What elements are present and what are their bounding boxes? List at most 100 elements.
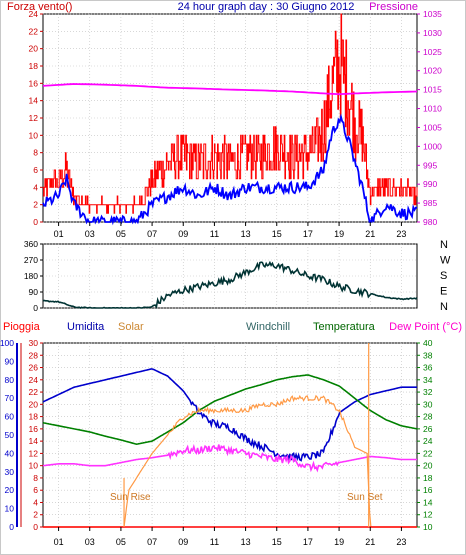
wind-speed-line — [43, 13, 418, 214]
humidity-tick-label: 0 — [9, 522, 14, 532]
rain-tick-label: 28 — [29, 350, 39, 360]
x-tick-label: 09 — [178, 229, 188, 239]
wind-tick-label: 14 — [29, 96, 39, 106]
pressure-tick-label: 1025 — [423, 47, 442, 57]
chart-title: 24 hour graph day : 30 Giugno 2012 — [178, 1, 355, 13]
temperature-tick-label: 40 — [423, 338, 433, 348]
temperature-tick-label: 24 — [423, 436, 433, 446]
temperature-tick-label: 10 — [423, 522, 433, 532]
direction-series — [42, 260, 418, 309]
sunset-annotation: Sun Set — [347, 492, 383, 503]
x-tick-label: 11 — [210, 537, 219, 547]
pressure-tick-label: 1000 — [423, 141, 442, 151]
rain-tick-label: 10 — [29, 461, 39, 471]
top-x-ticks: 01 03 05 07 09 11 13 15 17 19 21 23 — [54, 222, 406, 239]
wind-axis-label: Forza vento() — [7, 1, 72, 13]
pressure-tick-label: 1005 — [423, 122, 442, 132]
temperatura-line — [42, 374, 418, 446]
humidity-legend-label: Umidita — [67, 321, 105, 333]
wind-tick-label: 4 — [33, 182, 38, 192]
x-tick-label: 11 — [210, 229, 219, 239]
direction-grid — [43, 243, 417, 309]
pressure-axis-label: Pressione — [369, 1, 418, 13]
temperature-legend-label: Temperatura — [313, 321, 376, 333]
top-series — [42, 13, 418, 226]
pressure-tick-label: 990 — [423, 179, 437, 189]
x-tick-label: 09 — [178, 537, 188, 547]
x-tick-label: 15 — [272, 229, 282, 239]
humidity-tick-label: 90 — [5, 356, 15, 366]
direction-tick-label: 90 — [29, 287, 39, 297]
x-tick-label: 23 — [396, 229, 406, 239]
x-tick-label: 03 — [85, 229, 95, 239]
bottom-plot: 0102030405060708090100024681012141618202… — [0, 338, 433, 547]
rain-tick-label: 6 — [33, 485, 38, 495]
bottom-x-ticks: 01 03 05 07 09 11 13 15 17 19 21 23 — [54, 527, 406, 547]
temperature-tick-label: 18 — [423, 473, 433, 483]
umidita-line — [42, 368, 417, 463]
temperature-tick-label: 28 — [423, 412, 433, 422]
x-tick-label: 07 — [147, 229, 157, 239]
direction-tick-label: 0 — [33, 303, 38, 313]
bottom-series — [42, 343, 418, 528]
wind-tick-label: 0 — [33, 217, 38, 227]
pressure-tick-label: 1035 — [423, 9, 442, 19]
pressure-tick-label: 1020 — [423, 66, 442, 76]
compass-label: S — [440, 270, 447, 282]
humidity-tick-label: 20 — [5, 485, 15, 495]
direction-tick-label: 180 — [24, 271, 38, 281]
rain-tick-label: 20 — [29, 399, 39, 409]
dewpoint-legend-label: Dew Point (°C) — [389, 321, 462, 333]
humidity-tick-label: 100 — [0, 338, 14, 348]
x-tick-label: 13 — [241, 537, 251, 547]
temperature-tick-label: 30 — [423, 399, 433, 409]
rain-tick-label: 4 — [33, 497, 38, 507]
compass-label: E — [440, 286, 447, 298]
wind-tick-label: 18 — [29, 61, 39, 71]
x-tick-label: 01 — [54, 537, 64, 547]
rain-tick-label: 22 — [29, 387, 39, 397]
pressure-line — [42, 83, 418, 96]
wind-tick-label: 10 — [29, 130, 39, 140]
windchill-legend-label: Windchill — [246, 321, 290, 333]
wind-tick-label: 22 — [29, 26, 39, 36]
temperature-tick-label: 22 — [423, 448, 433, 458]
wind-tick-label: 24 — [29, 9, 39, 19]
x-tick-label: 19 — [334, 537, 344, 547]
rain-tick-label: 30 — [29, 338, 39, 348]
pressure-tick-label: 985 — [423, 198, 437, 208]
bottom-header: Pioggia Umidita Solar Windchill Temperat… — [3, 321, 462, 333]
rain-tick-label: 14 — [29, 436, 39, 446]
rain-tick-label: 0 — [33, 522, 38, 532]
compass-label: N — [440, 239, 448, 251]
dew-point-line — [42, 443, 417, 473]
humidity-tick-label: 10 — [5, 504, 15, 514]
wind-tick-label: 6 — [33, 165, 38, 175]
x-tick-label: 13 — [241, 229, 251, 239]
rain-tick-label: 26 — [29, 363, 39, 373]
pressure-tick-label: 1030 — [423, 28, 442, 38]
sunrise-annotation: Sun Rise — [110, 492, 151, 503]
x-tick-label: 17 — [303, 537, 313, 547]
compass-label: N — [440, 301, 448, 313]
x-tick-label: 15 — [272, 537, 282, 547]
pressure-tick-label: 1010 — [423, 104, 442, 114]
temperature-tick-label: 38 — [423, 350, 433, 360]
x-tick-label: 07 — [147, 537, 157, 547]
rain-tick-label: 12 — [29, 448, 39, 458]
wind-tick-label: 16 — [29, 78, 39, 88]
compass-label: W — [440, 255, 451, 267]
humidity-tick-label: 50 — [5, 430, 15, 440]
direction-axis-ticks: 0 90 180 270 360 — [24, 239, 43, 313]
x-tick-label: 17 — [303, 229, 313, 239]
bottom-axis-ticks: 0102030405060708090100024681012141618202… — [0, 338, 433, 532]
temperature-tick-label: 34 — [423, 375, 433, 385]
temperature-tick-label: 14 — [423, 497, 433, 507]
x-tick-label: 21 — [365, 229, 375, 239]
wind-tick-label: 20 — [29, 44, 39, 54]
rain-tick-label: 2 — [33, 510, 38, 520]
x-tick-label: 01 — [54, 229, 64, 239]
